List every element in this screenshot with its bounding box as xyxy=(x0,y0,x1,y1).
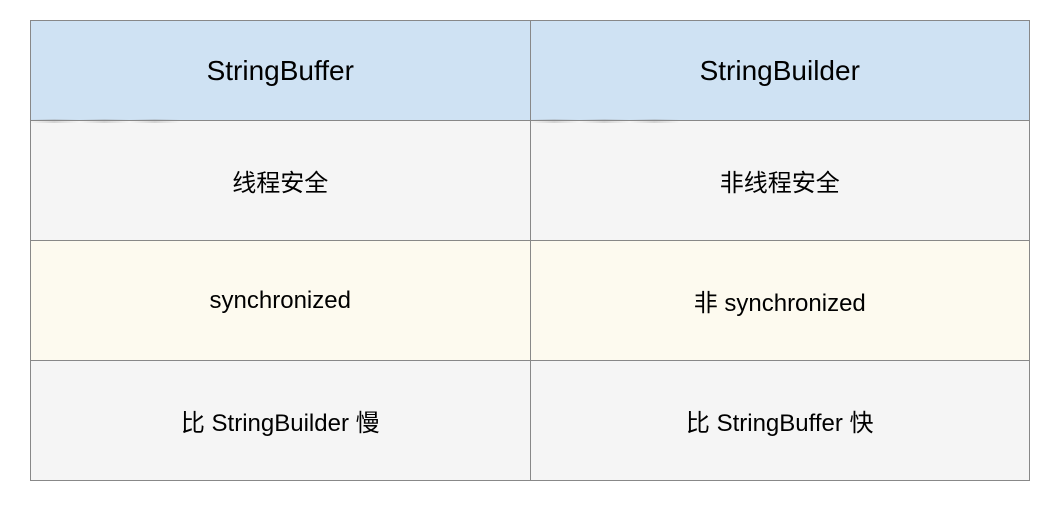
column-header-left: StringBuffer xyxy=(31,21,531,121)
table-cell: 比 StringBuffer 快 xyxy=(530,361,1030,481)
table-cell: synchronized xyxy=(31,241,531,361)
table-cell: 非线程安全 xyxy=(530,121,1030,241)
table-row: 线程安全 非线程安全 xyxy=(31,121,1030,241)
comparison-table-wrapper: StringBuffer StringBuilder 线程安全 非线程安全 sy… xyxy=(30,20,1030,481)
table-cell: 线程安全 xyxy=(31,121,531,241)
comparison-table: StringBuffer StringBuilder 线程安全 非线程安全 sy… xyxy=(30,20,1030,481)
column-header-right: StringBuilder xyxy=(530,21,1030,121)
table-header-row: StringBuffer StringBuilder xyxy=(31,21,1030,121)
table-cell: 非 synchronized xyxy=(530,241,1030,361)
table-row: synchronized 非 synchronized xyxy=(31,241,1030,361)
table-row: 比 StringBuilder 慢 比 StringBuffer 快 xyxy=(31,361,1030,481)
table-cell: 比 StringBuilder 慢 xyxy=(31,361,531,481)
